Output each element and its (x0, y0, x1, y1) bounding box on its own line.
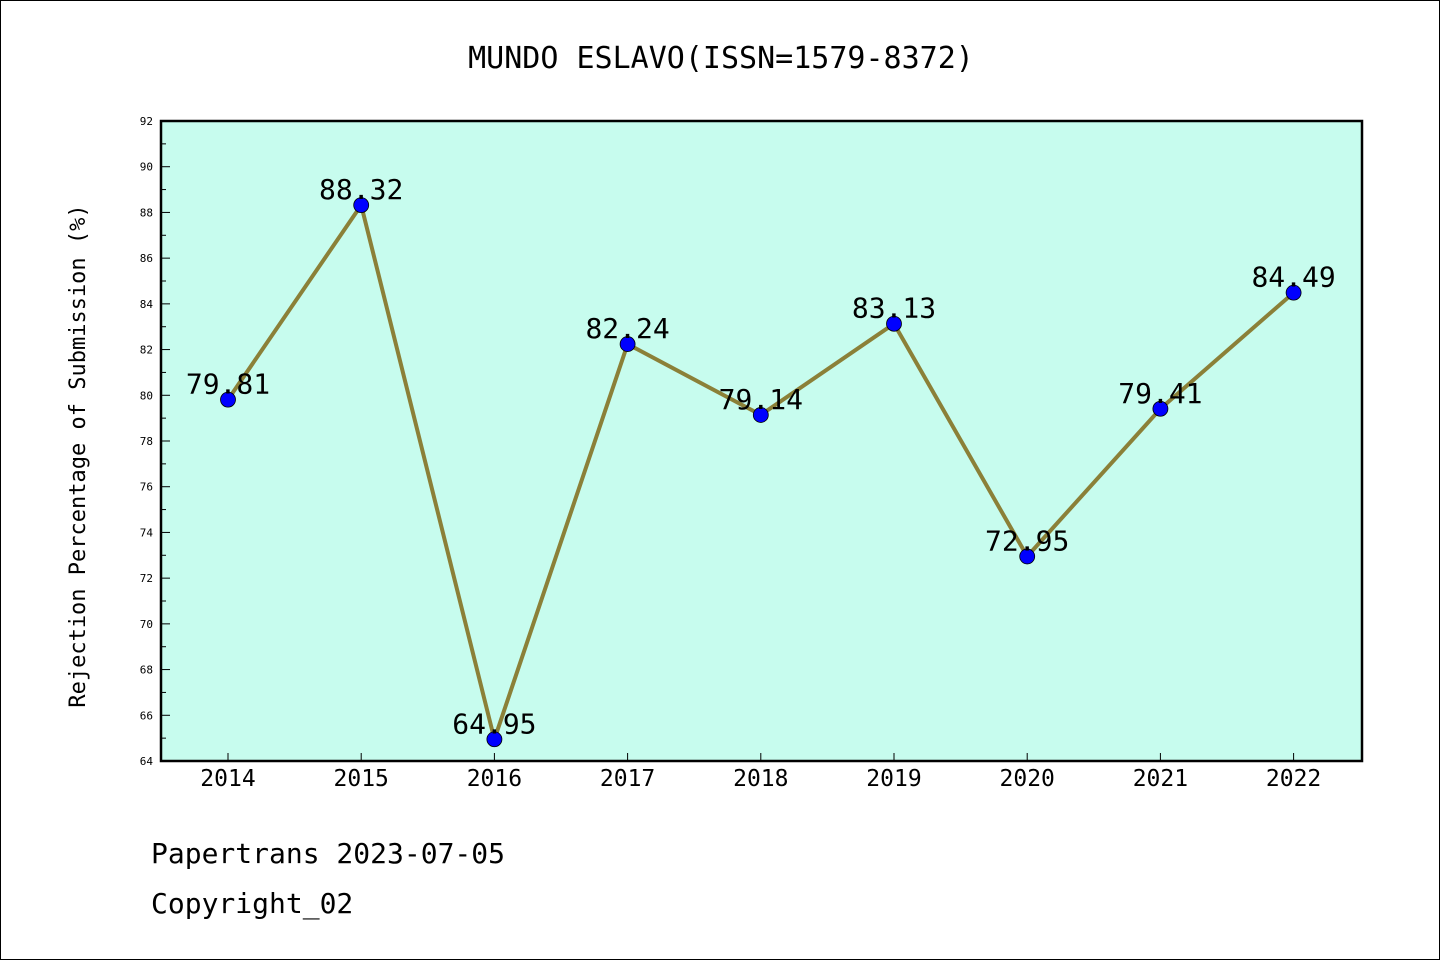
data-point (619, 336, 636, 352)
footer-copyright-text: Copyright_02 (151, 887, 354, 920)
plot-background (161, 121, 1362, 761)
data-label: 64.95 (452, 707, 536, 740)
data-point (886, 315, 902, 332)
data-point (1152, 400, 1169, 417)
x-tick-label: 2022 (1266, 766, 1321, 792)
data-label: 83.13 (852, 292, 936, 325)
data-label: 82.24 (585, 312, 669, 345)
data-point (353, 197, 370, 214)
y-tick-label: 68 (140, 664, 153, 677)
y-tick-label: 74 (140, 526, 154, 539)
x-tick-label: 2018 (733, 766, 788, 792)
x-tick-label: 2017 (600, 766, 655, 792)
data-label: 88.32 (319, 173, 403, 206)
data-label: 72.95 (985, 524, 1069, 557)
y-tick-label: 72 (140, 572, 153, 585)
y-tick-label: 84 (140, 298, 154, 311)
chart-title: MUNDO ESLAVO(ISSN=1579-8372) (468, 41, 974, 76)
x-axis: 2014 2015 2016 2017 2018 2019 2020 2021 2022 (200, 753, 1321, 792)
y-tick-label: 78 (140, 435, 153, 448)
y-tick-label: 70 (140, 618, 153, 631)
y-tick-label: 80 (140, 389, 153, 402)
y-tick-label: 88 (140, 206, 153, 219)
y-tick-label: 64 (140, 755, 154, 768)
footer-date-text: Papertrans 2023-07-05 (151, 837, 506, 870)
y-tick-label: 66 (140, 709, 153, 722)
data-label: 79.41 (1118, 377, 1202, 410)
x-tick-label: 2014 (200, 766, 255, 792)
data-label: 79.14 (719, 383, 803, 416)
data-point (220, 391, 236, 408)
x-tick-label: 2021 (1133, 766, 1188, 792)
y-tick-label: 86 (140, 252, 153, 265)
y-tick-label: 76 (140, 481, 153, 494)
y-axis-label: Rejection Percentage of Submission (%) (66, 204, 91, 707)
data-point (486, 731, 503, 748)
data-point (1285, 284, 1302, 301)
plot-frame (159, 119, 1364, 763)
x-tick-label: 2020 (1000, 766, 1055, 792)
x-tick-label: 2016 (467, 766, 522, 792)
y-tick-label: 92 (140, 115, 153, 128)
x-tick-label: 2015 (334, 766, 389, 792)
x-tick-label: 2019 (866, 766, 921, 792)
markers-group (220, 197, 1302, 748)
y-tick-label: 82 (140, 344, 153, 357)
y-axis: 64 66 68 70 72 74 76 78 80 82 84 86 88 90 92 (140, 115, 170, 768)
data-label: 84.49 (1251, 261, 1335, 294)
data-point (1019, 548, 1036, 565)
y-tick-label: 90 (140, 161, 153, 174)
data-label: 79.81 (186, 368, 270, 401)
data-point (752, 407, 769, 423)
data-labels-group: 79.81 88.32 64.95 82.24 79.14 83.13 72.95 79.41… (186, 173, 1336, 740)
